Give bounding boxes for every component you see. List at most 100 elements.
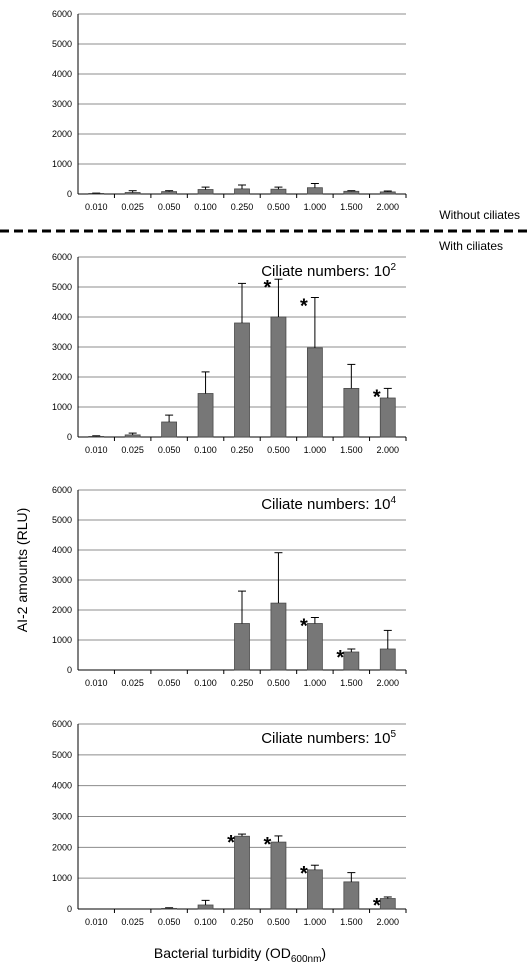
bar	[234, 188, 250, 195]
x-tick-label: 1.000	[304, 678, 327, 688]
significance-star: *	[300, 616, 308, 638]
panel-title: Ciliate numbers: 104	[261, 495, 396, 513]
x-tick-label: 0.500	[267, 445, 290, 455]
bar	[234, 835, 250, 910]
x-tick-label: 1.000	[304, 445, 327, 455]
significance-star: *	[373, 895, 381, 917]
bar	[197, 189, 214, 195]
y-tick-label: 5000	[52, 750, 72, 760]
bar	[343, 190, 360, 195]
y-tick-label: 6000	[52, 252, 72, 262]
y-tick-label: 3000	[52, 812, 72, 822]
x-tick-label: 0.010	[85, 445, 108, 455]
bar	[161, 907, 178, 910]
x-tick-label: 1.000	[304, 202, 327, 212]
bar	[161, 421, 178, 438]
x-tick-label: 0.100	[194, 202, 217, 212]
bar	[124, 434, 141, 438]
panel-title: Ciliate numbers: 105	[261, 729, 396, 747]
x-tick-label: 0.010	[85, 678, 108, 688]
bar	[306, 347, 323, 438]
x-tick-label: 2.000	[377, 678, 400, 688]
bar	[197, 393, 214, 438]
y-tick-label: 1000	[52, 159, 72, 169]
bar	[343, 651, 360, 671]
y-tick-label: 0	[67, 432, 72, 442]
x-tick-label: 1.500	[340, 678, 363, 688]
panel-title-superscript: 5	[390, 729, 396, 740]
y-tick-label: 4000	[52, 69, 72, 79]
x-tick-label: 1.000	[304, 917, 327, 927]
panel-title-superscript: 4	[390, 495, 396, 506]
condition-label-without: Without ciliates	[439, 208, 520, 222]
x-tick-label: 0.100	[194, 445, 217, 455]
y-tick-label: 5000	[52, 515, 72, 525]
panel-title-text: Ciliate numbers: 10	[261, 496, 390, 513]
bar	[379, 191, 396, 195]
x-tick-label: 0.250	[231, 917, 254, 927]
x-axis-label-close: )	[321, 945, 326, 961]
bar	[306, 869, 323, 910]
significance-star: *	[373, 386, 381, 408]
x-tick-label: 0.025	[121, 445, 144, 455]
panel-title-text: Ciliate numbers: 10	[261, 263, 390, 280]
y-tick-label: 4000	[52, 545, 72, 555]
panel-title-text: Ciliate numbers: 10	[261, 730, 390, 747]
significance-star: *	[264, 834, 272, 856]
bar	[270, 188, 287, 195]
y-tick-label: 3000	[52, 575, 72, 585]
x-tick-label: 0.010	[85, 917, 108, 927]
y-tick-label: 1000	[52, 402, 72, 412]
y-tick-label: 0	[67, 189, 72, 199]
x-tick-label: 0.250	[231, 678, 254, 688]
y-tick-label: 1000	[52, 873, 72, 883]
x-tick-label: 2.000	[377, 917, 400, 927]
y-tick-label: 6000	[52, 719, 72, 729]
x-tick-label: 0.025	[121, 917, 144, 927]
y-tick-label: 2000	[52, 605, 72, 615]
bar	[124, 192, 141, 195]
x-tick-label: 0.010	[85, 202, 108, 212]
bar	[270, 602, 287, 671]
y-tick-label: 1000	[52, 635, 72, 645]
significance-star: *	[264, 277, 272, 299]
condition-label-with: With ciliates	[439, 239, 503, 253]
y-tick-label: 2000	[52, 129, 72, 139]
x-tick-label: 0.250	[231, 445, 254, 455]
x-tick-label: 0.500	[267, 202, 290, 212]
x-tick-label: 0.500	[267, 678, 290, 688]
y-tick-label: 0	[67, 904, 72, 914]
x-tick-label: 2.000	[377, 202, 400, 212]
significance-star: *	[300, 296, 308, 318]
y-tick-label: 2000	[52, 372, 72, 382]
x-tick-label: 0.500	[267, 917, 290, 927]
x-tick-label: 0.050	[158, 917, 181, 927]
x-tick-label: 1.500	[340, 917, 363, 927]
bar	[270, 316, 287, 438]
bar	[88, 435, 105, 438]
y-axis-label: AI-2 amounts (RLU)	[14, 508, 30, 632]
y-tick-label: 0	[67, 665, 72, 675]
x-tick-label: 0.050	[158, 678, 181, 688]
x-axis-label-sub: 600nm	[291, 954, 322, 964]
x-tick-label: 2.000	[377, 445, 400, 455]
x-tick-label: 0.050	[158, 445, 181, 455]
bar	[306, 623, 323, 671]
significance-star: *	[227, 832, 235, 854]
bar	[379, 397, 396, 438]
y-tick-label: 4000	[52, 312, 72, 322]
panel-title-superscript: 2	[390, 262, 396, 273]
significance-star: *	[300, 863, 308, 885]
significance-star: *	[336, 647, 344, 669]
x-tick-label: 0.250	[231, 202, 254, 212]
bar	[234, 623, 250, 671]
bar	[379, 648, 396, 671]
y-tick-label: 3000	[52, 99, 72, 109]
bar	[234, 322, 250, 438]
x-tick-label: 1.500	[340, 202, 363, 212]
y-tick-label: 2000	[52, 842, 72, 852]
panel-title: Ciliate numbers: 102	[261, 262, 396, 280]
y-tick-label: 6000	[52, 9, 72, 19]
x-tick-label: 1.500	[340, 445, 363, 455]
